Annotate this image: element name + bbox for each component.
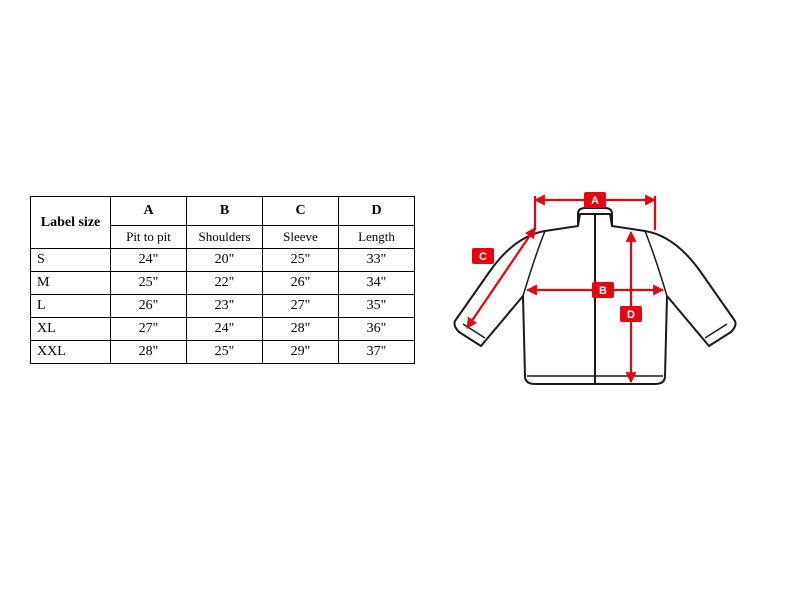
val-cell: 20" [187,249,263,272]
val-cell: 26" [263,272,339,295]
size-cell: S [31,249,111,272]
val-cell: 24" [111,249,187,272]
val-cell: 37" [339,341,415,364]
subheader-sleeve: Sleeve [263,226,339,249]
val-cell: 29" [263,341,339,364]
val-cell: 35" [339,295,415,318]
jacket-diagram: A B C D [435,186,755,406]
svg-text:C: C [479,251,487,263]
table-header-row-1: Label size A B C D [31,197,415,226]
table-row: XXL 28" 25" 29" 37" [31,341,415,364]
val-cell: 34" [339,272,415,295]
col-header-b: B [187,197,263,226]
val-cell: 25" [111,272,187,295]
col-header-a: A [111,197,187,226]
val-cell: 26" [111,295,187,318]
val-cell: 28" [111,341,187,364]
val-cell: 22" [187,272,263,295]
col-header-d: D [339,197,415,226]
val-cell: 24" [187,318,263,341]
val-cell: 27" [263,295,339,318]
label-size-header: Label size [31,197,111,249]
table-row: S 24" 20" 25" 33" [31,249,415,272]
val-cell: 33" [339,249,415,272]
subheader-pit-to-pit: Pit to pit [111,226,187,249]
table-row: XL 27" 24" 28" 36" [31,318,415,341]
size-cell: M [31,272,111,295]
val-cell: 23" [187,295,263,318]
svg-text:D: D [627,309,635,321]
col-header-c: C [263,197,339,226]
svg-text:B: B [599,285,607,297]
val-cell: 36" [339,318,415,341]
subheader-length: Length [339,226,415,249]
table-row: L 26" 23" 27" 35" [31,295,415,318]
size-cell: L [31,295,111,318]
size-cell: XXL [31,341,111,364]
table-row: M 25" 22" 26" 34" [31,272,415,295]
val-cell: 28" [263,318,339,341]
size-cell: XL [31,318,111,341]
size-chart-table: Label size A B C D Pit to pit Shoulders … [30,196,415,364]
svg-text:A: A [591,195,599,207]
subheader-shoulders: Shoulders [187,226,263,249]
val-cell: 25" [187,341,263,364]
val-cell: 25" [263,249,339,272]
val-cell: 27" [111,318,187,341]
